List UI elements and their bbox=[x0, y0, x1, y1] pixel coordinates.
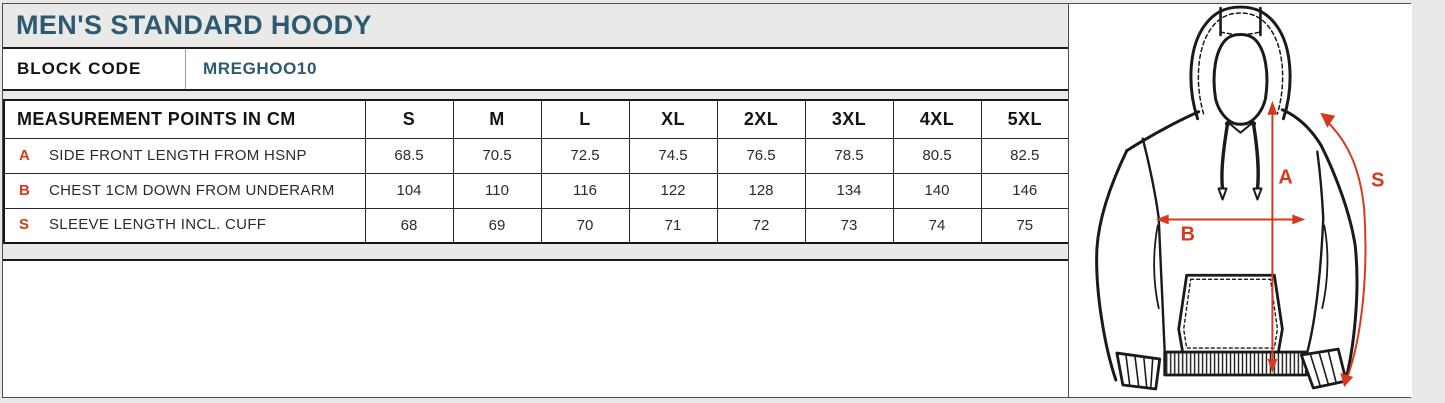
measure-value-cell: 80.5 bbox=[892, 137, 982, 174]
measure-value-cell: 73 bbox=[804, 207, 894, 244]
measure-value-cell: 68 bbox=[364, 207, 454, 244]
drawstring-right bbox=[1251, 122, 1260, 192]
hood-opening bbox=[1212, 32, 1269, 126]
measure-value-cell: 70.5 bbox=[452, 137, 542, 174]
measure-value-cell: 76.5 bbox=[716, 137, 806, 174]
title-bar: MEN'S STANDARD HOODY bbox=[3, 4, 1068, 49]
measure-value-cell: 71 bbox=[628, 207, 718, 244]
block-code-label: BLOCK CODE bbox=[3, 49, 186, 89]
measure-label-s: SLEEVE LENGTH INCL. CUFF bbox=[49, 216, 267, 234]
measure-arrow-a bbox=[1267, 100, 1278, 373]
drawstring-left bbox=[1220, 122, 1230, 192]
table-row-side-front-length: A SIDE FRONT LENGTH FROM HSNP 68.5 70.5 7… bbox=[3, 137, 1070, 174]
block-code-row: BLOCK CODE MREGHOO10 bbox=[3, 49, 1068, 91]
measurement-annotations: A B S bbox=[1155, 100, 1384, 387]
right-cuff bbox=[1299, 347, 1348, 390]
diagram-label-b: B bbox=[1181, 223, 1195, 245]
hood-stitch-line bbox=[1197, 12, 1284, 115]
measure-value-cell: 116 bbox=[540, 172, 630, 209]
measure-value-cell: 69 bbox=[452, 207, 542, 244]
measure-value-cell: 146 bbox=[980, 172, 1070, 209]
hem-band bbox=[1163, 350, 1308, 377]
measure-arrow-s bbox=[1320, 112, 1367, 387]
hoodie-diagram: A B S bbox=[1095, 5, 1384, 391]
measure-label-cell: S SLEEVE LENGTH INCL. CUFF bbox=[3, 207, 366, 244]
measure-arrow-b bbox=[1155, 214, 1306, 225]
measure-value-cell: 70 bbox=[540, 207, 630, 244]
empty-notes-area bbox=[3, 259, 1068, 397]
size-col-header-5xl: 5XL bbox=[980, 99, 1070, 139]
measure-value-cell: 78.5 bbox=[804, 137, 894, 174]
size-col-header-3xl: 3XL bbox=[804, 99, 894, 139]
left-sleeve bbox=[1095, 149, 1129, 382]
measure-label-cell: B CHEST 1CM DOWN FROM UNDERARM bbox=[3, 172, 366, 209]
measure-value-cell: 82.5 bbox=[980, 137, 1070, 174]
size-chart-table: MEASUREMENT POINTS IN CM S M L XL 2XL 3X… bbox=[3, 99, 1070, 244]
size-col-header-m: M bbox=[452, 99, 542, 139]
diagram-label-a: A bbox=[1278, 167, 1292, 189]
measure-value-cell: 140 bbox=[892, 172, 982, 209]
right-sleeve bbox=[1319, 144, 1359, 384]
measure-label-b: CHEST 1CM DOWN FROM UNDERARM bbox=[49, 181, 335, 199]
measure-value-cell: 104 bbox=[364, 172, 454, 209]
left-cuff bbox=[1115, 351, 1162, 391]
measure-value-cell: 122 bbox=[628, 172, 718, 209]
measure-value-cell: 75 bbox=[980, 207, 1070, 244]
size-col-header-2xl: 2XL bbox=[716, 99, 806, 139]
table-row-sleeve-length: S SLEEVE LENGTH INCL. CUFF 68 69 70 71 72… bbox=[3, 207, 1070, 244]
drawstrings bbox=[1217, 121, 1263, 201]
spec-sheet: MEN'S STANDARD HOODY BLOCK CODE MREGHOO1… bbox=[2, 3, 1412, 398]
size-chart-header-row: MEASUREMENT POINTS IN CM S M L XL 2XL 3X… bbox=[3, 99, 1070, 139]
kangaroo-pocket bbox=[1177, 273, 1284, 354]
measure-key-b: B bbox=[19, 181, 30, 199]
measure-value-cell: 110 bbox=[452, 172, 542, 209]
hood bbox=[1189, 5, 1292, 134]
measure-label-cell: A SIDE FRONT LENGTH FROM HSNP bbox=[3, 137, 366, 174]
block-code-value: MREGHOO10 bbox=[203, 59, 318, 78]
measure-label-a: SIDE FRONT LENGTH FROM HSNP bbox=[49, 146, 307, 164]
spacer bbox=[3, 244, 1068, 259]
table-row-chest: B CHEST 1CM DOWN FROM UNDERARM 104 110 11… bbox=[3, 172, 1070, 209]
measure-value-cell: 74.5 bbox=[628, 137, 718, 174]
measure-value-cell: 68.5 bbox=[364, 137, 454, 174]
hoodie-outline bbox=[1095, 5, 1359, 391]
page-title: MEN'S STANDARD HOODY bbox=[16, 10, 372, 40]
measurement-points-header: MEASUREMENT POINTS IN CM bbox=[3, 99, 366, 139]
size-col-header-4xl: 4XL bbox=[892, 99, 982, 139]
measure-value-cell: 72.5 bbox=[540, 137, 630, 174]
size-col-header-xl: XL bbox=[628, 99, 718, 139]
hood-top-seam bbox=[1219, 6, 1262, 37]
spec-left-column: MEN'S STANDARD HOODY BLOCK CODE MREGHOO1… bbox=[3, 4, 1070, 397]
measure-value-cell: 134 bbox=[804, 172, 894, 209]
diagram-label-s: S bbox=[1371, 170, 1384, 192]
size-col-header-s: S bbox=[364, 99, 454, 139]
measure-value-cell: 72 bbox=[716, 207, 806, 244]
measure-value-cell: 128 bbox=[716, 172, 806, 209]
size-col-header-l: L bbox=[540, 99, 630, 139]
measure-key-a: A bbox=[19, 146, 30, 164]
measure-key-s: S bbox=[19, 216, 30, 234]
hoodie-diagram-panel: A B S bbox=[1068, 4, 1412, 397]
spacer bbox=[3, 91, 1068, 99]
measure-value-cell: 74 bbox=[892, 207, 982, 244]
